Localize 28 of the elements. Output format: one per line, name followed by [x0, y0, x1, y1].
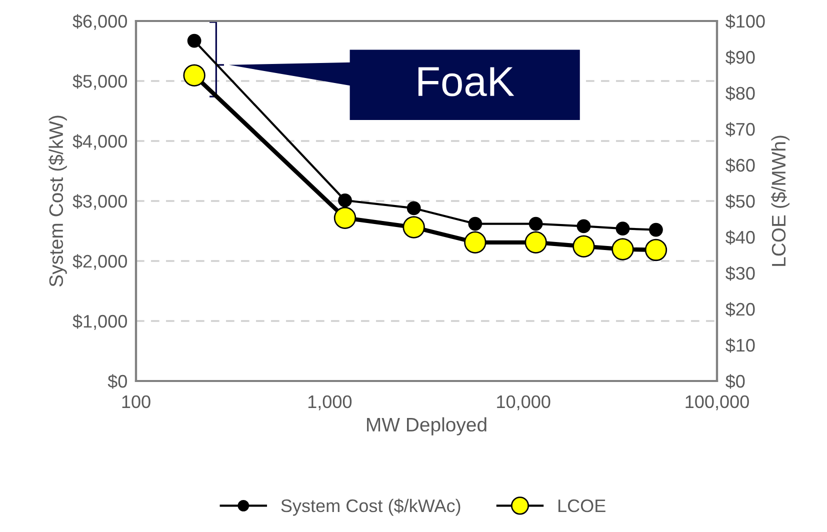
x-tick-label: 10,000: [497, 395, 550, 410]
y2-tick-label: $70: [726, 122, 755, 137]
y2-tick-label: $40: [726, 230, 755, 245]
y-tick-label: $1,000: [72, 314, 127, 330]
legend-label: LCOE: [558, 499, 606, 512]
y2-tick-label: $30: [726, 266, 755, 281]
y2-tick-label: $10: [726, 338, 755, 353]
y-tick-label: $4,000: [72, 134, 127, 150]
y-tick-label: $3,000: [72, 194, 127, 210]
annotation: FoaK: [418, 67, 514, 96]
y-tick-label: $0: [108, 374, 127, 389]
y-axis-title: System Cost ($/kW): [48, 116, 67, 287]
y2-tick-label: $60: [726, 158, 755, 173]
legend-label: System Cost ($/kWAc): [281, 498, 460, 516]
x-tick-label: 1,000: [308, 395, 352, 410]
y2-tick-label: $20: [726, 302, 755, 317]
y-tick-label: $5,000: [72, 74, 127, 90]
x-tick-label: 100: [122, 395, 150, 408]
y2-tick-label: $90: [726, 50, 755, 65]
y2-tick-label: $80: [726, 86, 755, 101]
x-axis-title: MW Deployed: [367, 417, 486, 436]
x-tick-label: 100,000: [686, 395, 749, 410]
y2-tick-label: $100: [726, 14, 765, 29]
y-tick-label: $2,000: [72, 254, 127, 270]
y2-tick-label: $0: [726, 374, 745, 389]
y2-tick-label: $50: [726, 194, 755, 209]
y-tick-label: $6,000: [72, 14, 127, 30]
y2-axis-title: LCOE ($/MWh): [771, 136, 790, 266]
